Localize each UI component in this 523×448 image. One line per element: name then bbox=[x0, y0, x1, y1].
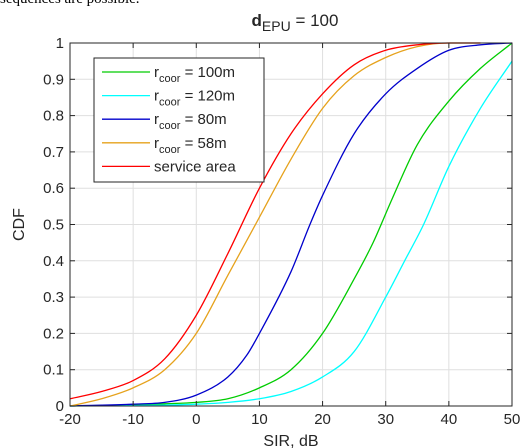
legend-label-1: rcoor = 100m bbox=[154, 64, 235, 85]
y-tick-label: 0 bbox=[56, 398, 64, 415]
chart-title: dEPU = 100 bbox=[252, 11, 339, 34]
x-tick-label: 40 bbox=[441, 411, 458, 428]
series-line-5 bbox=[69, 42, 481, 400]
legend-label-4: rcoor = 58m bbox=[154, 135, 227, 156]
y-tick-label: 0.5 bbox=[43, 217, 64, 234]
y-tick-label: 1 bbox=[56, 35, 64, 52]
series-line-2 bbox=[69, 60, 513, 407]
series-line-1 bbox=[69, 42, 513, 407]
x-tick-label: 50 bbox=[504, 411, 521, 428]
x-tick-label: 0 bbox=[192, 411, 200, 428]
preceding-text-fragment: sequences are possible. bbox=[0, 0, 140, 8]
y-tick-label: 0.1 bbox=[43, 362, 64, 379]
y-tick-label: 0.2 bbox=[43, 325, 64, 342]
x-tick-label: 30 bbox=[377, 411, 394, 428]
series-line-4 bbox=[69, 42, 481, 407]
y-tick-label: 0.8 bbox=[43, 108, 64, 125]
series-line-3 bbox=[69, 42, 513, 407]
x-tick-label: -20 bbox=[59, 411, 81, 428]
y-axis-label: CDF bbox=[11, 208, 28, 241]
y-tick-label: 0.9 bbox=[43, 71, 64, 88]
y-tick-label: 0.4 bbox=[43, 253, 64, 270]
x-tick-label: -10 bbox=[122, 411, 144, 428]
x-tick-label: 10 bbox=[251, 411, 268, 428]
y-tick-label: 0.6 bbox=[43, 180, 64, 197]
series-lines bbox=[69, 42, 513, 407]
axis-ticks: -20 -10 0 10 20 30 40 50 0 0.1 0.2 0.3 0.4 0.5 0.6 0.7 0… bbox=[43, 35, 520, 428]
legend-label-5: service area bbox=[154, 158, 236, 175]
legend-label-2: rcoor = 120m bbox=[154, 88, 235, 109]
y-tick-label: 0.7 bbox=[43, 144, 64, 161]
y-tick-label: 0.3 bbox=[43, 289, 64, 306]
legend-box bbox=[93, 57, 265, 183]
x-axis-label: SIR, dB bbox=[263, 433, 318, 448]
x-tick-label: 20 bbox=[314, 411, 331, 428]
legend-label-3: rcoor = 80m bbox=[154, 111, 227, 132]
